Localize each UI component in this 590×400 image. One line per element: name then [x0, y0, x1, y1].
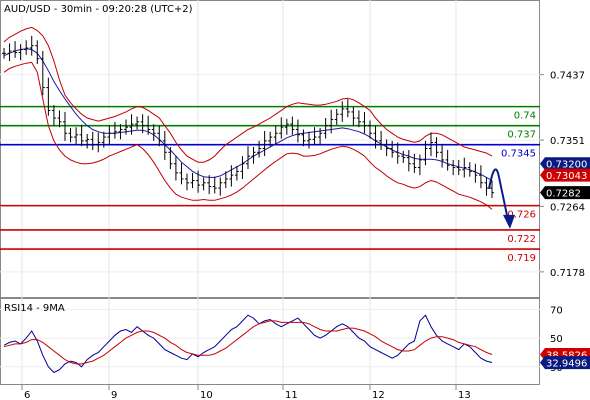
rsi-panel-frame — [0, 298, 540, 385]
price-candles — [2, 35, 494, 198]
y-tick-label-0: 0.7437 — [550, 71, 585, 82]
rsi-series — [3, 314, 493, 374]
projection-arrow-head — [503, 214, 515, 229]
main-panel-frame — [0, 0, 540, 298]
series-bollinger_upper — [3, 26, 493, 163]
x-tick-label-3: 11 — [285, 390, 298, 400]
level-label-bg-0 — [509, 108, 538, 121]
level-label-bg-5 — [503, 251, 538, 264]
grid — [0, 0, 540, 384]
price-badge-1: 0.73043 — [546, 171, 587, 182]
projection-arrow-line — [488, 168, 510, 226]
level-label-bg-4 — [503, 231, 538, 244]
rsi-series-rsi_ma — [3, 320, 493, 365]
price-badge-bg-1 — [540, 168, 590, 182]
price-badge-bg-0 — [540, 157, 590, 171]
level-label-0: 0.74 — [514, 111, 536, 122]
level-label-bg-1 — [503, 127, 538, 140]
rsi-badge-0: 38.5826 — [546, 351, 587, 362]
price-badge-bg-2 — [540, 186, 590, 200]
rsi-tick-label-0: 70 — [550, 305, 563, 316]
title-backdrop — [1, 1, 187, 15]
rsi-series-rsi — [3, 314, 493, 374]
y-tick-label-1: 0.7351 — [550, 136, 585, 147]
rsi-badge-1: 32.9496 — [546, 359, 587, 370]
chart-title: AUD/USD - 30min - 09:20:28 (UTC+2) — [4, 4, 193, 15]
series-bollinger_lower — [3, 61, 493, 210]
y-tick-label-2: 0.7264 — [550, 202, 585, 213]
x-tick-label-0: 6 — [24, 390, 30, 400]
x-tick-label-5: 13 — [458, 390, 471, 400]
x-tick-label-1: 9 — [111, 390, 117, 400]
level-label-5: 0.719 — [507, 253, 536, 264]
level-label-4: 0.722 — [507, 234, 536, 245]
level-label-3: 0.726 — [507, 210, 536, 221]
horizontal-levels: 0.74 0.737 0.7345 0.726 0.722 0.719 — [0, 105, 540, 264]
price-badge-0: 0.73200 — [546, 160, 587, 171]
level-label-1: 0.737 — [507, 130, 536, 141]
rsi-badge-bg-1 — [540, 356, 590, 370]
rsi-title: RSI14 - 9MA — [4, 303, 65, 314]
y-tick-label-3: 0.7178 — [550, 268, 585, 279]
rsi-tick-label-1: 50 — [550, 334, 563, 345]
level-label-2: 0.7345 — [501, 149, 536, 160]
projection-arrow — [488, 168, 515, 229]
level-label-bg-2 — [496, 146, 538, 159]
x-tick-label-4: 12 — [372, 390, 385, 400]
price-badge-2: 0.7282 — [546, 189, 581, 200]
x-tick-label-2: 10 — [200, 390, 213, 400]
